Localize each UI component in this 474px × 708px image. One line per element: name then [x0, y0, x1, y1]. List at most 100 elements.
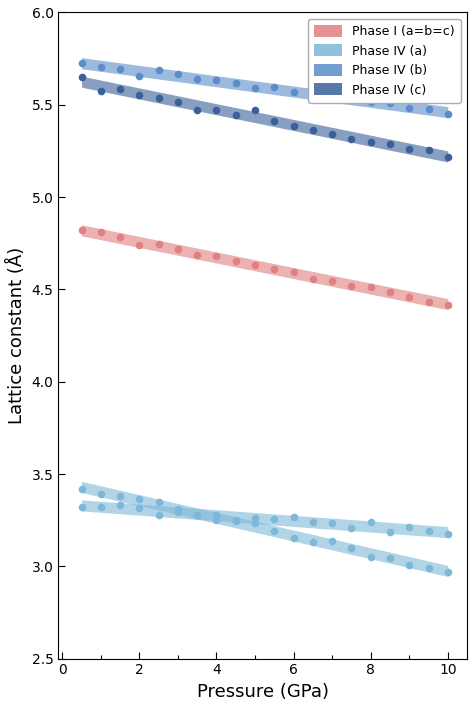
Point — [213, 514, 220, 525]
Point — [193, 510, 201, 521]
Point — [367, 96, 374, 108]
Point — [425, 526, 432, 537]
Point — [290, 512, 297, 523]
Point — [425, 297, 432, 308]
Point — [174, 96, 182, 108]
Point — [97, 62, 105, 73]
Point — [116, 64, 124, 75]
Point — [193, 509, 201, 520]
Point — [271, 513, 278, 525]
Point — [251, 518, 259, 529]
Point — [271, 115, 278, 126]
Point — [290, 120, 297, 132]
Legend: Phase I (a=b=c), Phase IV (a), Phase IV (b), Phase IV (c): Phase I (a=b=c), Phase IV (a), Phase IV … — [308, 18, 461, 103]
Point — [309, 537, 317, 548]
Point — [309, 89, 317, 101]
Point — [328, 275, 336, 287]
Point — [328, 535, 336, 547]
Point — [136, 89, 143, 101]
Y-axis label: Lattice constant (Å): Lattice constant (Å) — [7, 247, 26, 424]
Point — [271, 263, 278, 275]
Point — [328, 129, 336, 140]
Point — [386, 527, 394, 538]
Point — [290, 532, 297, 544]
Point — [213, 509, 220, 520]
Point — [405, 292, 413, 303]
Point — [405, 521, 413, 532]
Point — [174, 507, 182, 518]
Point — [78, 57, 85, 69]
Point — [232, 515, 239, 526]
Point — [251, 259, 259, 270]
Point — [251, 512, 259, 523]
Point — [174, 68, 182, 79]
Point — [78, 501, 85, 513]
Point — [78, 224, 85, 235]
Point — [232, 515, 239, 526]
Point — [425, 103, 432, 115]
Point — [174, 503, 182, 515]
Point — [347, 93, 355, 104]
Point — [232, 110, 239, 121]
Point — [347, 280, 355, 292]
Point — [136, 503, 143, 514]
Point — [232, 78, 239, 89]
Point — [193, 74, 201, 85]
Point — [425, 144, 432, 156]
Point — [347, 133, 355, 144]
Point — [155, 93, 163, 104]
Point — [271, 525, 278, 536]
Point — [425, 562, 432, 573]
Point — [155, 238, 163, 249]
Point — [155, 64, 163, 75]
Point — [290, 266, 297, 278]
Point — [155, 509, 163, 520]
Point — [444, 299, 452, 310]
Point — [444, 108, 452, 120]
Point — [328, 517, 336, 528]
Point — [78, 72, 85, 83]
Point — [251, 104, 259, 115]
Point — [136, 493, 143, 505]
Point — [309, 124, 317, 135]
Point — [251, 82, 259, 93]
Point — [347, 523, 355, 534]
Point — [444, 528, 452, 539]
Point — [97, 501, 105, 513]
Point — [193, 104, 201, 115]
Point — [347, 543, 355, 554]
Point — [213, 74, 220, 85]
Point — [116, 232, 124, 243]
Point — [309, 273, 317, 284]
Point — [405, 559, 413, 571]
Point — [97, 227, 105, 238]
Point — [290, 86, 297, 98]
X-axis label: Pressure (GPa): Pressure (GPa) — [197, 683, 329, 701]
Point — [136, 71, 143, 82]
Point — [213, 251, 220, 262]
Point — [367, 552, 374, 563]
Point — [174, 243, 182, 254]
Point — [328, 93, 336, 104]
Point — [405, 144, 413, 155]
Point — [116, 499, 124, 510]
Point — [116, 491, 124, 502]
Point — [444, 566, 452, 578]
Point — [367, 136, 374, 147]
Point — [213, 104, 220, 115]
Point — [155, 496, 163, 508]
Point — [271, 81, 278, 93]
Point — [367, 282, 374, 293]
Point — [386, 287, 394, 298]
Point — [116, 83, 124, 94]
Point — [193, 249, 201, 261]
Point — [386, 138, 394, 149]
Point — [78, 483, 85, 494]
Point — [367, 516, 374, 527]
Point — [405, 103, 413, 114]
Point — [386, 552, 394, 564]
Point — [386, 98, 394, 109]
Point — [232, 255, 239, 266]
Point — [309, 516, 317, 527]
Point — [136, 239, 143, 251]
